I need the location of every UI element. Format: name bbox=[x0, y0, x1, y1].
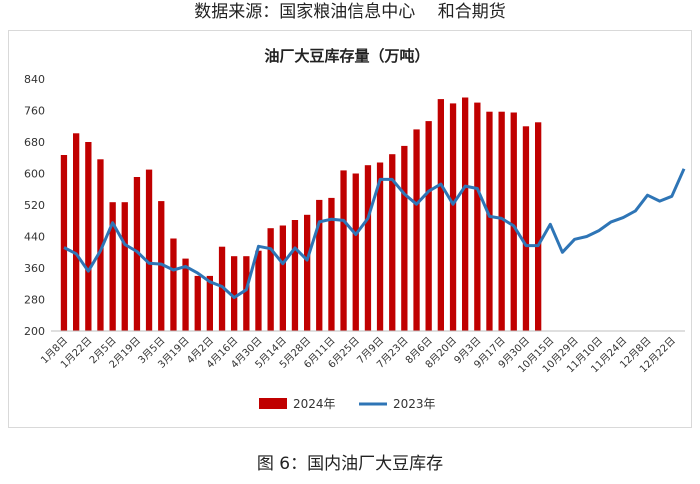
bar-2024 bbox=[291, 220, 299, 331]
bar-2024 bbox=[474, 102, 481, 331]
y-tick-label: 600 bbox=[24, 168, 45, 181]
bar-2024 bbox=[510, 112, 517, 331]
figure-caption: 图 6：国内油厂大豆库存 bbox=[256, 454, 444, 474]
bar-2024 bbox=[462, 97, 469, 331]
chart-title: 油厂大豆库存量（万吨） bbox=[264, 47, 429, 65]
bar-2024 bbox=[316, 199, 323, 331]
bar-2024 bbox=[389, 154, 396, 331]
bar-2024 bbox=[194, 275, 201, 331]
y-tick-label: 760 bbox=[24, 105, 45, 118]
bar-2024 bbox=[425, 121, 432, 331]
y-tick-label: 840 bbox=[24, 73, 45, 86]
bar-series-2024 bbox=[60, 97, 542, 332]
bar-2024 bbox=[255, 250, 262, 331]
bar-2024 bbox=[206, 275, 213, 331]
bar-2024 bbox=[121, 202, 128, 331]
bar-2024 bbox=[182, 258, 189, 331]
bar-2024 bbox=[97, 159, 104, 331]
y-tick-label: 680 bbox=[24, 136, 45, 149]
y-tick-label: 440 bbox=[24, 231, 45, 244]
bar-2024 bbox=[267, 228, 274, 331]
y-tick-label: 200 bbox=[24, 325, 45, 338]
bar-2024 bbox=[279, 225, 286, 331]
bar-2024 bbox=[85, 142, 92, 331]
bar-2024 bbox=[401, 145, 408, 331]
bar-2024 bbox=[340, 170, 347, 331]
legend-label-2023: 2023年 bbox=[393, 397, 436, 411]
bar-2024 bbox=[73, 133, 80, 331]
bar-2024 bbox=[535, 122, 542, 331]
bar-2024 bbox=[486, 111, 493, 331]
bar-2024 bbox=[231, 256, 238, 331]
line-2023 bbox=[63, 168, 686, 299]
bar-2024 bbox=[109, 202, 116, 331]
soybean-inventory-chart: 油厂大豆库存量（万吨） 200280360440520600680760840 … bbox=[24, 47, 686, 411]
x-axis: 1月8日1月22日2月5日2月19日3月5日3月19日4月2日4月16日4月30… bbox=[38, 330, 685, 375]
bar-2024 bbox=[413, 129, 420, 331]
bar-2024 bbox=[522, 126, 530, 332]
y-axis: 200 280 360 440 520 600 680 760 840 bbox=[24, 73, 45, 338]
bar-2024 bbox=[170, 238, 177, 331]
bar-2024 bbox=[60, 155, 68, 331]
bar-2024 bbox=[376, 162, 384, 331]
legend-swatch-2024 bbox=[259, 398, 287, 409]
bar-2024 bbox=[364, 165, 372, 331]
bar-2024 bbox=[304, 214, 311, 331]
source-note: 数据来源：国家粮油信息中心 和合期货 bbox=[194, 2, 506, 22]
bar-2024 bbox=[218, 246, 226, 331]
bar-2024 bbox=[328, 197, 335, 331]
bar-2024 bbox=[498, 111, 505, 331]
legend: 2024年 2023年 bbox=[259, 397, 436, 411]
bar-2024 bbox=[352, 173, 359, 331]
bar-2024 bbox=[158, 201, 165, 331]
y-tick-label: 280 bbox=[24, 294, 45, 307]
bar-2024 bbox=[133, 177, 141, 331]
legend-label-2024: 2024年 bbox=[293, 397, 336, 411]
bar-2024 bbox=[437, 99, 444, 331]
chart-frame: 油厂大豆库存量（万吨） 200 280 360 440 520 600 680 760 840 … bbox=[8, 30, 692, 428]
y-tick-label: 360 bbox=[24, 262, 45, 275]
y-tick-label: 520 bbox=[24, 199, 45, 212]
bar-2024 bbox=[243, 256, 250, 331]
bar-2024 bbox=[145, 169, 153, 331]
line-series-2023 bbox=[63, 168, 686, 299]
bar-2024 bbox=[449, 103, 457, 332]
